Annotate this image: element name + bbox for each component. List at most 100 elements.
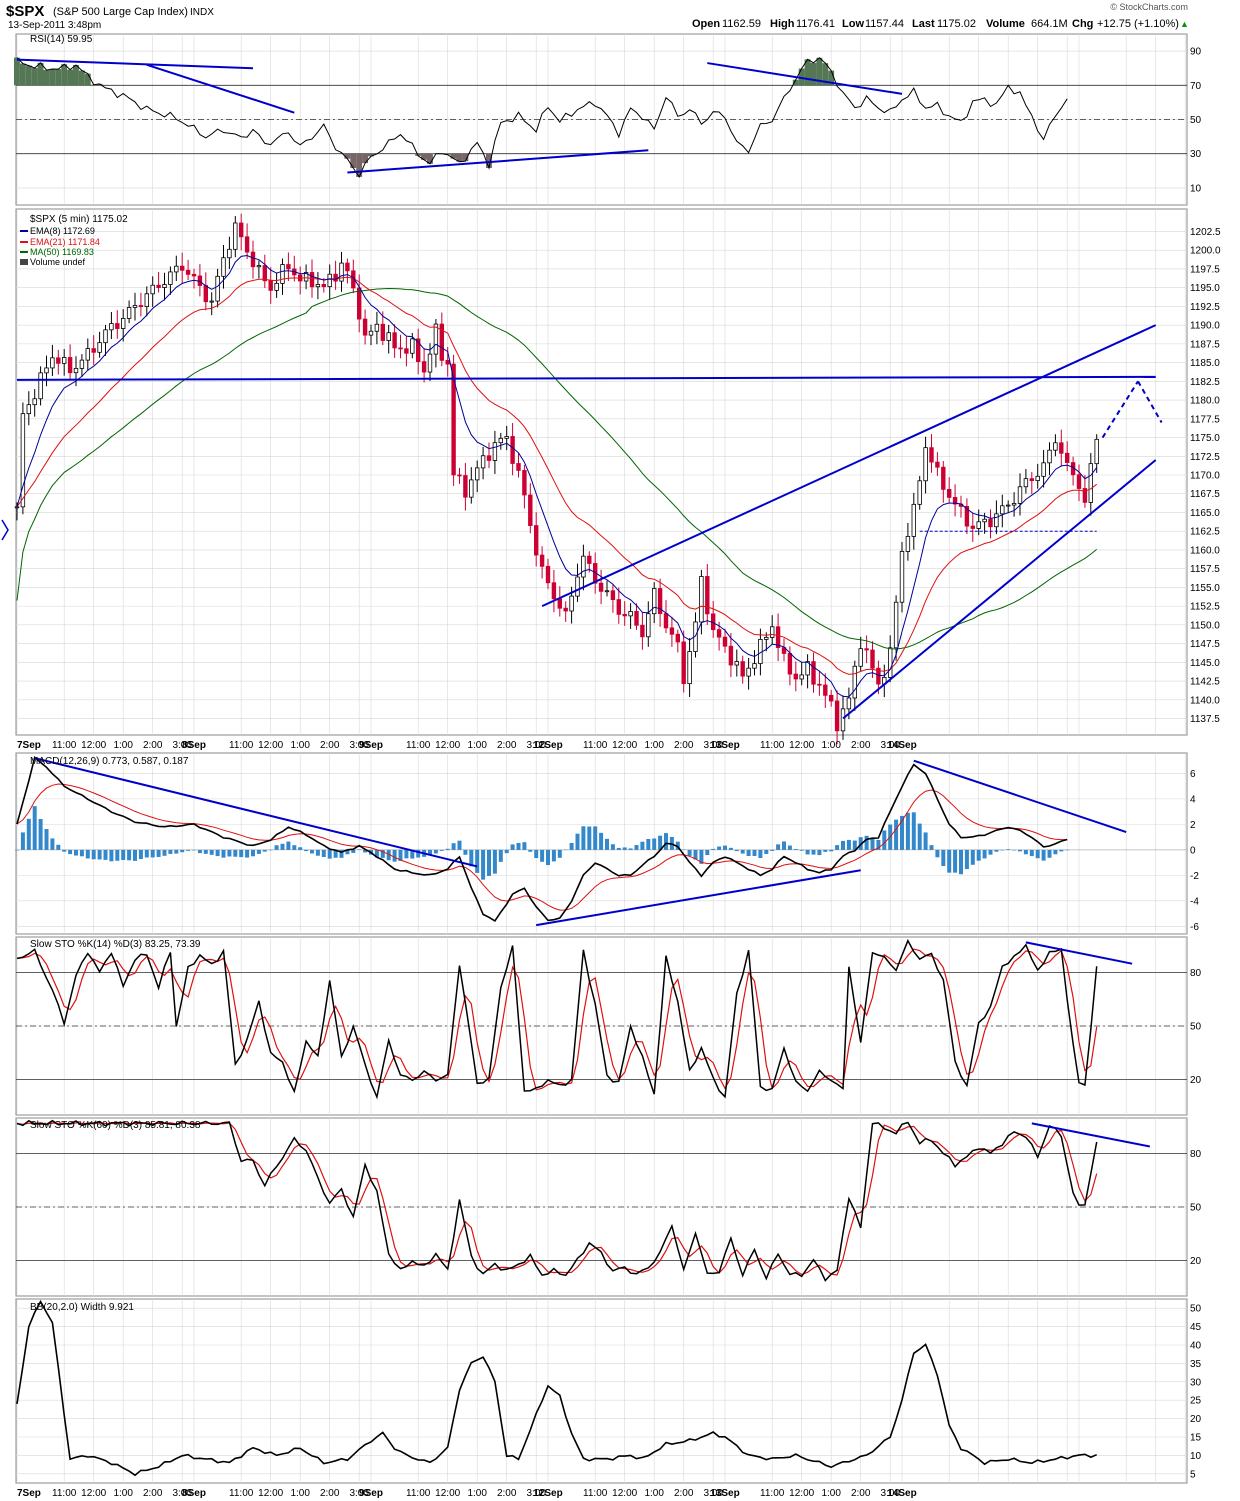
rsi-title: RSI(14) 59.95 <box>30 34 93 45</box>
price-candle-body <box>994 513 999 528</box>
price-candle-body <box>805 661 810 676</box>
macd-histogram-bar <box>959 849 963 875</box>
macd-histogram-bar <box>310 849 314 854</box>
rsi-oversold-fill <box>368 153 374 157</box>
price-candle-body <box>534 525 539 556</box>
macd-histogram-bar <box>103 849 108 860</box>
macd-histogram-bar <box>852 840 857 850</box>
macd-histogram-bar <box>380 849 385 858</box>
x-axis-price-label: 9Sep <box>359 740 383 751</box>
rsi-overbought-fill <box>43 70 50 86</box>
rsi-tick-label: 70 <box>1190 81 1202 92</box>
price-candle-body <box>327 273 332 288</box>
x-axis-bottom-label: 1:00 <box>467 1488 487 1499</box>
price-candle-body <box>663 613 669 629</box>
rsi-trendline <box>16 58 254 70</box>
price-candle-body <box>923 447 928 482</box>
price-candle-body <box>817 683 822 686</box>
macd-histogram-bar <box>162 849 167 856</box>
price-candle-body <box>669 627 675 635</box>
macd-histogram-bar <box>870 837 875 850</box>
price-tick-label: 1182.5 <box>1190 377 1220 388</box>
x-axis-bottom-label: 7Sep <box>17 1488 41 1499</box>
price-candle-body <box>1065 452 1070 463</box>
rsi-overbought-fill <box>31 68 38 86</box>
price-candle-body <box>480 455 486 469</box>
macd-histogram-bar <box>363 849 368 853</box>
x-axis-bottom-label: 2:00 <box>851 1488 871 1499</box>
price-candle-body <box>185 269 191 275</box>
rsi-trendline <box>347 149 649 174</box>
x-axis-price-label: 2:00 <box>851 740 871 751</box>
sto14-tick-label: 20 <box>1190 1075 1202 1086</box>
price-candle-body <box>126 307 132 319</box>
macd-histogram-bar <box>280 843 285 850</box>
price-candle-body <box>581 555 586 578</box>
price-tick-label: 1180.0 <box>1190 396 1220 407</box>
price-panel: 1202.5 1200.0 1197.5 1195.0 1192.5 1190.0 1187… <box>1 209 1221 745</box>
rsi-tick-label: 90 <box>1190 47 1202 58</box>
macd-histogram-bar <box>734 849 739 852</box>
price-candle-body <box>1047 449 1052 464</box>
price-tick-label: 1145.0 <box>1190 658 1220 669</box>
x-axis-bottom-label: 12:00 <box>81 1488 106 1499</box>
rsi-overbought-fill <box>49 69 56 86</box>
macd-histogram-bar <box>593 826 598 850</box>
x-axis-price-label: 1:00 <box>113 740 133 751</box>
bbwidth-tick-label: 50 <box>1190 1304 1202 1315</box>
rsi-overbought-fill <box>67 69 73 86</box>
price-candle-body <box>598 582 604 592</box>
bbwidth-tick-label: 25 <box>1190 1396 1202 1407</box>
header-symbol: $SPX <box>6 3 44 20</box>
price-candle-body <box>852 665 857 699</box>
price-candle-body <box>238 222 244 238</box>
macd-histogram-bar <box>664 833 668 850</box>
macd-histogram-bar <box>150 849 155 858</box>
rsi-oversold-fill <box>421 153 427 160</box>
rsi-overbought-fill <box>798 68 805 86</box>
macd-histogram-bar <box>894 819 899 850</box>
price-trendline <box>541 324 1157 608</box>
x-axis-price-label: 14Sep <box>887 740 916 751</box>
price-tick-label: 1167.5 <box>1190 489 1220 500</box>
price-candle-body <box>386 332 391 341</box>
macd-title: MACD(12,26,9) 0.773, 0.587, 0.187 <box>30 756 189 767</box>
macd-histogram-bar <box>251 849 255 857</box>
macd-histogram-bar <box>262 849 267 852</box>
bbwidth-panel-frame <box>15 1298 1188 1484</box>
macd-histogram-bar <box>197 849 202 854</box>
price-candle-body <box>575 576 580 597</box>
price-candle-body <box>380 323 385 341</box>
price-candle-body <box>321 284 326 288</box>
macd-histogram-bar <box>97 849 102 860</box>
macd-histogram-bar <box>900 815 904 850</box>
price-candle-body <box>315 284 321 288</box>
macd-tick-label: 6 <box>1190 769 1196 780</box>
sto60-panel: 80 50 20 <box>16 1118 1202 1296</box>
header-exchange: INDX <box>190 7 214 18</box>
price-candle-body <box>445 359 450 365</box>
x-axis-bottom-label: 1:00 <box>644 1488 664 1499</box>
sto60-tick-label: 80 <box>1190 1149 1202 1160</box>
rsi-overbought-fill <box>37 62 44 86</box>
open-value: 1162.59 <box>722 18 761 30</box>
macd-histogram-bar <box>221 849 226 858</box>
x-axis-price-label: 11:00 <box>760 740 785 751</box>
price-tick-label: 1142.5 <box>1190 677 1220 688</box>
rsi-overbought-fill <box>804 59 811 86</box>
header-timestamp: 13-Sep-2011 3:48pm <box>8 20 101 31</box>
bbwidth-tick-label: 5 <box>1190 1469 1196 1480</box>
macd-histogram-bar <box>357 849 362 850</box>
macd-histogram-bar <box>711 848 716 850</box>
price-tick-label: 1137.5 <box>1190 714 1220 725</box>
macd-histogram-bar <box>498 849 503 862</box>
rsi-trendline <box>707 62 903 95</box>
rsi-oversold-fill <box>427 153 433 164</box>
price-candle-body <box>846 697 852 710</box>
price-candle-body <box>1011 503 1017 506</box>
macd-histogram-bar <box>15 849 19 851</box>
macd-histogram-bar <box>504 849 509 854</box>
macd-histogram-bar <box>26 818 31 850</box>
x-axis-bottom-label: 2:00 <box>143 1488 163 1499</box>
macd-histogram-bar <box>534 849 539 859</box>
